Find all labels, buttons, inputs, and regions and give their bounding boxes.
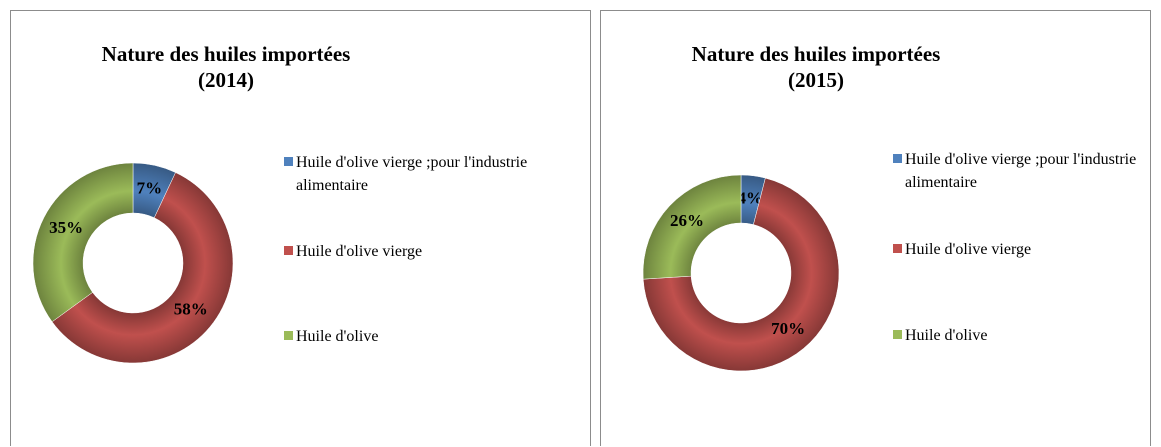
chart-title-line: (2015) [788, 68, 844, 92]
legend-swatch [284, 246, 293, 255]
donut-slice [51, 172, 234, 364]
chart-box: Nature des huiles importées (2015) 4% 70% 26… [600, 10, 1151, 446]
legend-swatch [284, 331, 293, 340]
donut-slice [642, 174, 742, 280]
legend-label: Huile d'olive vierge ;pour l'industrie a… [905, 151, 1137, 191]
data-label: 58% [174, 300, 208, 319]
legend-entry: Huile d'olive vierge [893, 238, 1161, 261]
legend-label: Huile d'olive vierge ;pour l'industrie a… [296, 154, 528, 194]
data-label: 4% [738, 188, 764, 207]
data-label: 7% [137, 179, 163, 198]
data-label: 70% [771, 319, 805, 338]
data-label: 26% [670, 211, 704, 230]
chart-title: Nature des huiles importées (2015) [601, 41, 1031, 93]
donut-slice [642, 177, 840, 372]
data-label: 35% [49, 218, 83, 237]
legend-entry: Huile d'olive [893, 324, 1161, 347]
legend-label: Huile d'olive vierge [905, 241, 1032, 258]
chart-title-line: Nature des huiles importées [691, 42, 941, 66]
chart-title-line: Nature des huiles importées [101, 42, 351, 66]
legend-label: Huile d'olive vierge [296, 243, 423, 260]
chart-title-line: (2014) [198, 68, 254, 92]
legend-entry: Huile d'olive vierge [284, 240, 556, 263]
legend-entry: Huile d'olive [284, 325, 556, 348]
legend-swatch [893, 154, 902, 163]
legend-swatch [284, 157, 293, 166]
legend-entry: Huile d'olive vierge ;pour l'industrie a… [284, 151, 556, 197]
legend-entry: Huile d'olive vierge ;pour l'industrie a… [893, 148, 1161, 194]
chart-box: Nature des huiles importées (2014) 7% 58% 35… [10, 10, 591, 446]
legend-swatch [893, 330, 902, 339]
chart-title: Nature des huiles importées (2014) [11, 41, 441, 93]
donut-slice [32, 162, 134, 323]
legend-label: Huile d'olive [296, 328, 379, 345]
donut-chart: 7% 58% 35% [32, 162, 234, 364]
legend-swatch [893, 244, 902, 253]
donut-chart: 4% 70% 26% [642, 174, 840, 372]
legend-label: Huile d'olive [905, 327, 988, 344]
